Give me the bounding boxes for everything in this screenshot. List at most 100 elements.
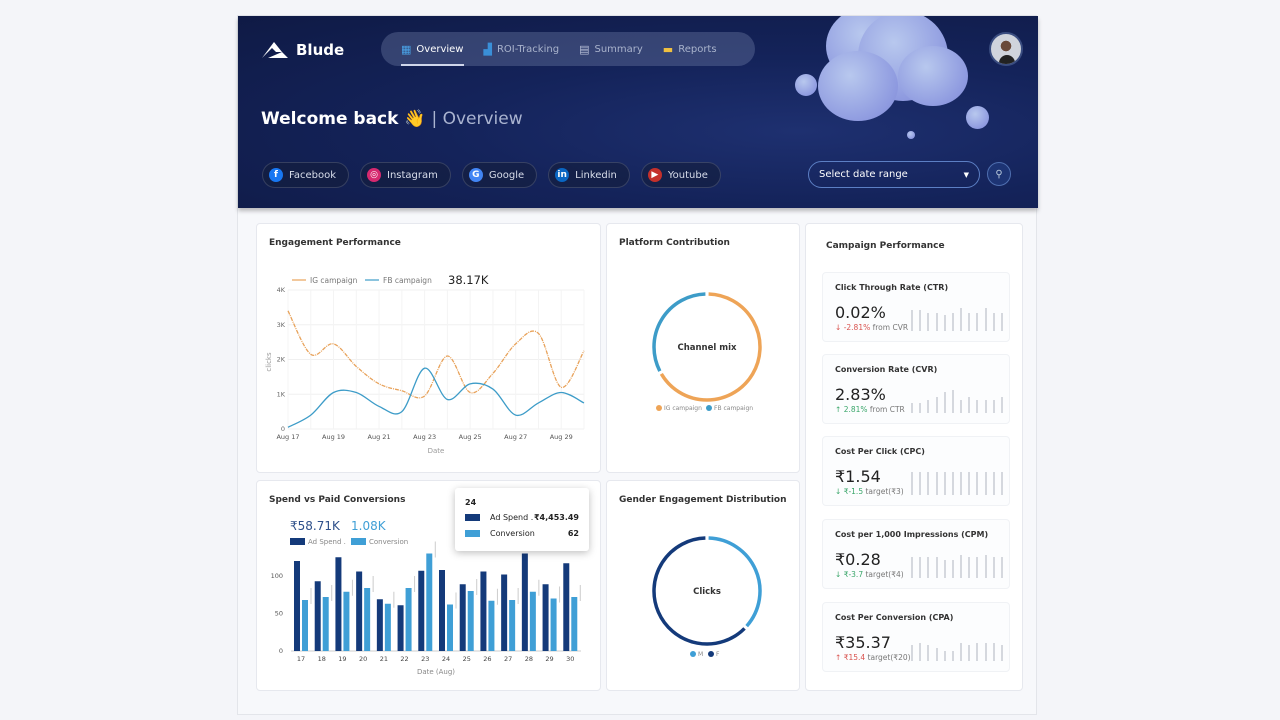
engagement-total: 38.17K [448,273,489,287]
bar-conversion [364,588,371,651]
legend-swatch [465,514,480,521]
bar-ad-spend [397,605,404,651]
brand-logo[interactable]: Blude [260,40,344,60]
spark-bar [984,307,987,331]
legend-label: F [716,651,720,658]
platform-youtube[interactable]: ▶ Youtube [640,162,721,188]
bar-ad-spend [356,571,363,651]
x-tick-label: 17 [297,655,305,663]
legend-label: FB campaign [383,276,432,285]
spark-bar [968,312,971,331]
platform-donut-chart[interactable]: Channel mix IG campaign FB campaign [607,224,801,474]
date-range-select[interactable]: Select date range ▼ [808,161,980,188]
y-tick-label: 100 [271,572,283,580]
spark-bar [976,471,979,495]
spark-bar [1000,471,1003,495]
kpi-card[interactable]: Click Through Rate (CTR) 0.02% ↓ -2.81% f… [822,272,1010,342]
bar-ad-spend [335,557,342,651]
x-tick-label: 30 [566,655,574,663]
bar-ad-spend [563,563,570,651]
chevron-down-icon: ▼ [963,170,969,179]
x-tick-label: 18 [318,655,326,663]
tab-overview[interactable]: ▦ Overview [401,32,464,66]
spark-bar [992,312,995,331]
tooltip-title: 24 [465,498,477,507]
kpi-card[interactable]: Cost Per Conversion (CPA) ₹35.37 ↑ ₹15.4 … [822,602,1010,672]
x-tick-label: Aug 27 [504,433,527,441]
x-tick-label: 23 [421,655,429,663]
kpi-note: from CTR [869,405,905,414]
kpi-card[interactable]: Cost per 1,000 Impressions (CPM) ₹0.28 ↓ … [822,519,1010,589]
spark-bar [927,557,930,578]
platform-google[interactable]: G Google [461,162,538,188]
avatar[interactable] [989,32,1023,66]
x-tick-label: 20 [359,655,367,663]
kpi-card[interactable]: Cost Per Click (CPC) ₹1.54 ↓ ₹-1.5 target… [822,436,1010,506]
kpi-note: target(₹3) [865,487,904,496]
x-tick-label: Aug 23 [413,433,436,441]
filter-icon: ⚲ [995,168,1003,180]
bar-conversion [405,588,412,651]
series-line-ig [287,310,585,399]
x-tick-label: 28 [525,655,533,663]
spark-bar [960,400,963,413]
sparkline [911,469,1003,495]
tab-summary[interactable]: ▤ Summary [579,32,643,66]
logo-icon [262,42,288,58]
legend-swatch [465,530,480,537]
spark-bar [1000,645,1003,661]
bar-ad-spend [314,581,321,651]
bar-conversion [488,600,495,651]
platform-label: Youtube [667,169,708,181]
sparkline [911,552,1003,578]
engagement-line-chart[interactable]: 0 1K 2K 3K 4K Aug 17 Aug 19 Aug 21 Aug 23 Aug 25 A… [257,224,602,474]
x-tick-label: 26 [483,655,491,663]
tab-reports[interactable]: ▬ Reports [663,32,717,66]
spend-bar-chart[interactable]: 0 50 100 17 18 19 20 21 22 23 24 25 26 27 28 29 30 Date (… [257,481,602,692]
gender-card: Gender Engagement Distribution Clicks M F [606,480,800,691]
spark-bar [943,315,946,331]
series-line-fb [287,367,585,428]
donut-center-label: Channel mix [677,343,737,353]
tab-roi-tracking[interactable]: ▟ ROI-Tracking [484,32,560,66]
spark-bar [927,400,930,413]
spark-bar [951,471,954,495]
x-axis-label: Date (Aug) [417,668,455,676]
gender-donut-chart[interactable]: Clicks M F [607,481,801,692]
spark-bar [951,389,954,413]
legend-label: FB campaign [714,405,753,412]
y-tick-label: 50 [275,610,283,618]
bar-conversion [447,604,453,651]
filter-button[interactable]: ⚲ [987,162,1011,186]
platform-linkedin[interactable]: in Linkedin [548,162,630,188]
spark-bar [992,471,995,495]
header: Blude ▦ Overview ▟ ROI-Tracking ▤ Summary ▬ Rep… [238,16,1038,208]
spark-bar [943,559,946,578]
youtube-icon: ▶ [647,168,662,182]
kpi-title: Click Through Rate (CTR) [835,283,949,292]
kpi-delta: ₹-1.5 [843,487,864,496]
brand-name: Blude [296,41,345,59]
sparkline [911,635,1003,661]
spark-bar [943,650,946,661]
y-tick-label: 3K [277,321,286,329]
legend-dot [708,651,714,657]
spark-bar [1000,557,1003,578]
bar-conversion [571,597,578,651]
kpi-delta: -2.81% [843,323,871,332]
x-tick-label: 19 [338,655,346,663]
bar-ad-spend [376,599,383,651]
x-tick-label: 25 [463,655,471,663]
sparkline [911,305,1003,331]
donut-slice-m [708,536,762,628]
x-tick-label: Aug 21 [368,433,391,441]
platform-filters: f Facebook ◎ Instagram G Google in Linkedin ▶ You… [262,162,721,188]
bar-conversion [426,553,433,651]
spark-bar [911,557,913,578]
x-tick-label: Aug 25 [459,433,482,441]
platform-facebook[interactable]: f Facebook [262,162,349,188]
kpi-card[interactable]: Conversion Rate (CVR) 2.83% ↑ 2.81% from … [822,354,1010,424]
platform-instagram[interactable]: ◎ Instagram [360,162,451,188]
bar-ad-spend [542,584,549,651]
spark-bar [1000,397,1003,413]
